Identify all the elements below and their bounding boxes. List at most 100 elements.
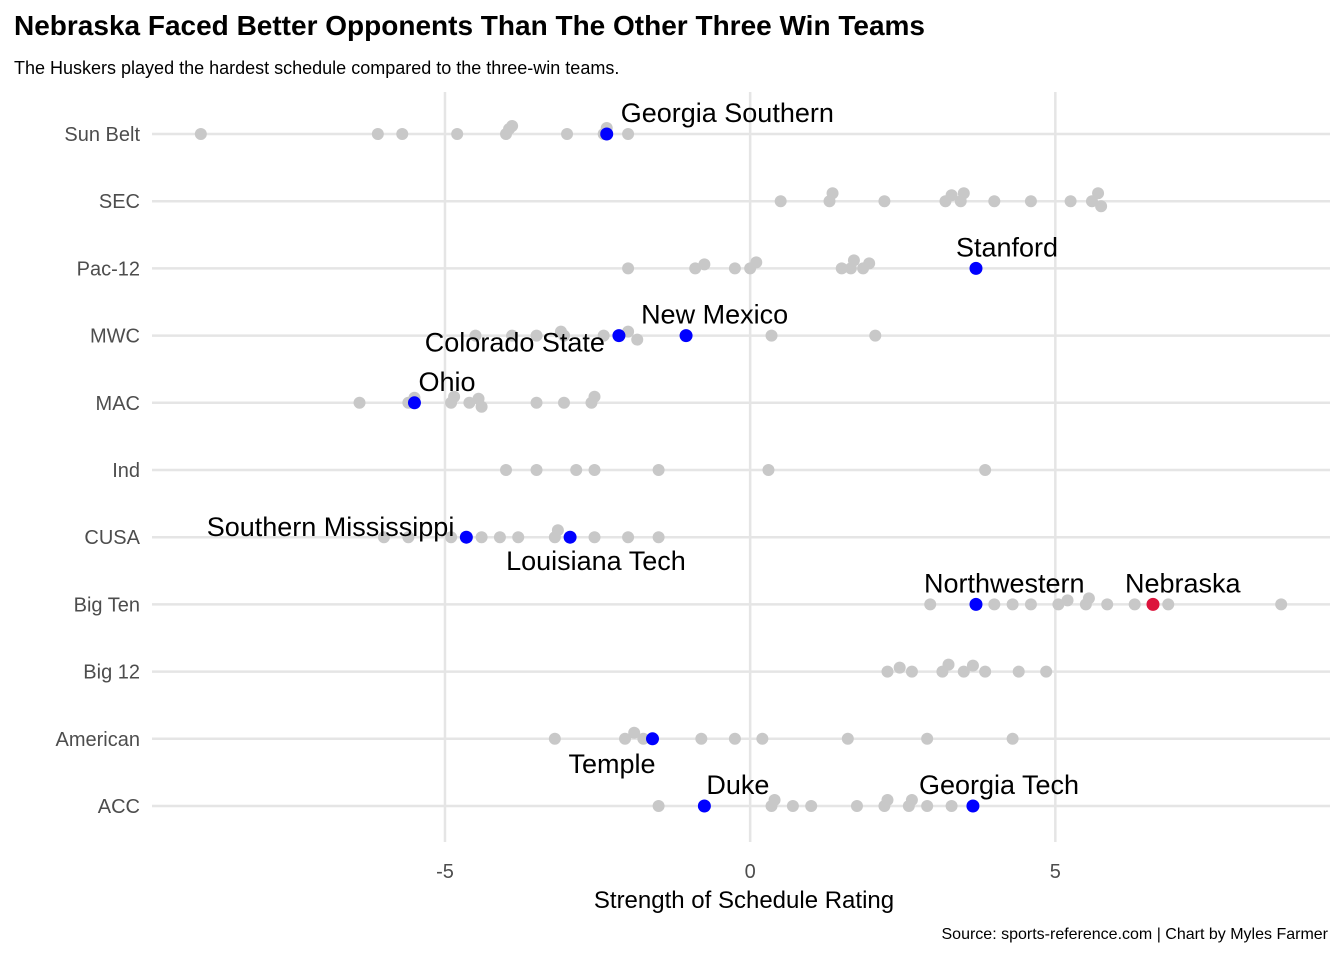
point-colorado-state: [612, 329, 626, 343]
point-cusa: [652, 531, 665, 544]
point-mwc: [631, 333, 644, 346]
point-georgia-southern: [600, 127, 614, 141]
point-sec: [1095, 200, 1108, 213]
point-ind: [979, 464, 992, 476]
x-tick-label: -5: [436, 861, 454, 883]
x-tick-label: 5: [1050, 861, 1061, 883]
point-new-mexico: [679, 329, 693, 343]
label-ohio: Ohio: [418, 367, 475, 397]
point-cusa: [551, 524, 564, 537]
x-axis-ticks: -5 0 5: [436, 861, 1061, 883]
point-acc: [905, 794, 918, 806]
point-mwc: [765, 329, 778, 342]
point-big-ten: [1061, 594, 1074, 607]
chart-subtitle: The Huskers played the hardest schedule …: [14, 58, 620, 78]
point-sec: [957, 187, 970, 200]
label-new-mexico: New Mexico: [641, 300, 788, 330]
label-stanford: Stanford: [956, 232, 1058, 262]
point-sec: [945, 189, 958, 202]
point-ind: [762, 464, 775, 476]
point-american: [619, 732, 632, 745]
y-axis-labels: Sun Belt SEC Pac-12 MWC MAC Ind CUSA Big Ten Big…: [56, 124, 141, 818]
point-ind: [570, 464, 583, 476]
point-american: [841, 732, 854, 745]
x-tick-label: 0: [745, 861, 756, 883]
point-big-ten: [1101, 598, 1114, 611]
point-american: [756, 732, 769, 745]
point-american: [637, 732, 650, 745]
point-big-ten: [988, 598, 1001, 611]
y-label-acc: ACC: [98, 796, 140, 818]
label-georgia-tech: Georgia Tech: [919, 770, 1079, 800]
point-american: [695, 732, 708, 745]
point-nebraska: [1146, 597, 1160, 611]
point-mac: [475, 400, 488, 413]
point-cusa: [493, 531, 506, 544]
point-american: [548, 732, 561, 745]
point-pac-12: [863, 257, 876, 270]
y-label-mwc: MWC: [90, 326, 140, 348]
point-cusa: [475, 531, 488, 544]
point-american: [921, 732, 934, 745]
chart-title: Nebraska Faced Better Opponents Than The…: [14, 10, 925, 41]
point-acc: [881, 794, 894, 806]
y-label-american: American: [56, 729, 140, 751]
point-big-12: [1040, 665, 1053, 678]
point-acc: [786, 800, 799, 812]
data-points: [194, 120, 1288, 812]
point-duke: [697, 799, 711, 813]
point-ind: [588, 464, 601, 476]
point-american: [1006, 732, 1019, 745]
label-louisiana-tech: Louisiana Tech: [506, 546, 686, 576]
point-stanford: [969, 261, 983, 275]
point-big-ten: [1052, 598, 1065, 611]
point-big-ten: [1024, 598, 1037, 611]
point-mwc: [869, 329, 882, 342]
point-sec: [1024, 195, 1037, 208]
point-big-12: [957, 665, 970, 678]
point-georgia-tech: [966, 799, 980, 813]
point-big-12: [966, 659, 979, 672]
point-ind: [652, 464, 665, 476]
point-cusa: [622, 531, 635, 544]
point-mwc: [530, 329, 543, 342]
label-northwestern: Northwestern: [924, 568, 1085, 598]
point-sun-belt: [561, 128, 574, 140]
point-big-12: [1012, 665, 1025, 678]
point-mwc: [597, 329, 610, 342]
y-label-big-ten: Big Ten: [74, 594, 140, 616]
point-cusa: [377, 531, 390, 544]
point-pac-12: [835, 262, 848, 275]
point-pac-12: [728, 262, 741, 275]
y-label-big-12: Big 12: [83, 662, 140, 684]
point-sec: [1064, 195, 1077, 208]
point-american: [728, 732, 741, 745]
y-label-sec: SEC: [99, 191, 140, 213]
point-sec: [826, 187, 839, 200]
label-georgia-southern: Georgia Southern: [621, 98, 834, 128]
point-mac: [530, 396, 543, 409]
highlighted-points: [407, 127, 1160, 813]
label-duke: Duke: [706, 770, 769, 800]
point-sec: [1092, 187, 1105, 200]
point-big-ten: [1162, 598, 1175, 611]
point-sun-belt: [451, 128, 464, 140]
point-mac: [448, 390, 461, 403]
y-label-mac: MAC: [96, 393, 140, 415]
point-big-12: [942, 658, 955, 671]
point-temple: [645, 732, 659, 746]
x-axis-title: Strength of Schedule Rating: [594, 887, 894, 914]
point-pac-12: [750, 256, 763, 269]
y-label-sun-belt: Sun Belt: [64, 124, 140, 146]
point-ind: [500, 464, 513, 476]
point-big-ten: [924, 598, 937, 611]
label-colorado-state: Colorado State: [425, 328, 605, 358]
point-sun-belt: [371, 128, 384, 140]
point-louisiana-tech: [563, 530, 577, 544]
point-big-ten: [1275, 598, 1288, 611]
point-sun-belt: [506, 120, 519, 132]
point-cusa: [402, 531, 415, 544]
source-caption: Source: sports-reference.com | Chart by …: [941, 926, 1329, 943]
point-acc: [921, 800, 934, 812]
